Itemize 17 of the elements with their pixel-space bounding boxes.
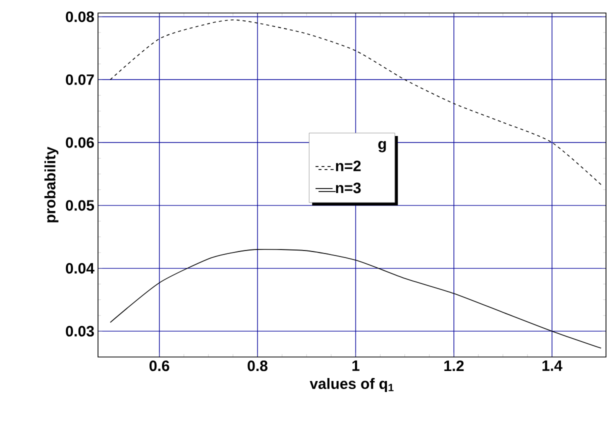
y-tick-label: 0.06: [66, 137, 94, 148]
legend-label: n=2: [336, 160, 361, 172]
legend-label: n=3: [336, 182, 361, 194]
x-tick-label: 1.2: [444, 360, 464, 371]
x-tick-label: 1.4: [542, 360, 562, 371]
legend-title: g: [378, 141, 386, 152]
y-tick-label: 0.05: [66, 200, 94, 211]
x-tick-label: 0.8: [248, 360, 268, 372]
x-tick-label: 1: [352, 360, 360, 371]
x-axis-title: values of q$_{1}$: [310, 378, 394, 392]
x-tick-label: 0.6: [150, 360, 170, 372]
y-tick-label: 0.03: [66, 326, 94, 337]
y-tick-label: 0.08: [66, 11, 94, 22]
line-series: [110, 248, 602, 349]
y-axis-title: probability: [44, 146, 58, 222]
y-tick-label: 0.04: [66, 263, 94, 274]
y-tick-label: 0.07: [66, 74, 94, 85]
